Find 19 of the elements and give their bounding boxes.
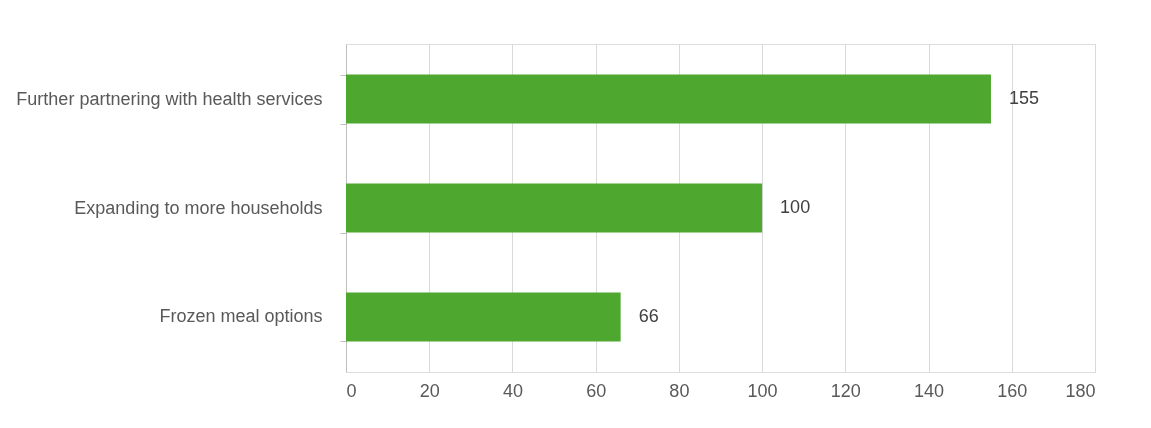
bar xyxy=(346,183,763,233)
x-tick-label: 60 xyxy=(586,380,607,401)
x-tick-label: 160 xyxy=(997,380,1028,401)
data-label: 155 xyxy=(1008,88,1040,109)
y-tick-label: Further partnering with health services xyxy=(16,88,323,109)
data-label: 100 xyxy=(780,197,811,217)
x-tick-label: 20 xyxy=(419,380,440,401)
x-tick-label: 40 xyxy=(502,380,523,401)
x-tick-label: 100 xyxy=(747,380,778,401)
x-tick-label: 80 xyxy=(669,380,690,401)
bar xyxy=(346,74,991,124)
x-tick-label: 120 xyxy=(830,380,861,401)
y-tick-label: Expanding to more households xyxy=(74,197,323,218)
x-tick-label: 180 xyxy=(1065,380,1096,401)
data-label: 66 xyxy=(638,305,659,326)
y-tick-label: Frozen meal options xyxy=(159,306,323,327)
bar xyxy=(346,292,621,342)
x-tick-label: 0 xyxy=(346,380,357,401)
x-tick-label: 140 xyxy=(914,380,945,401)
